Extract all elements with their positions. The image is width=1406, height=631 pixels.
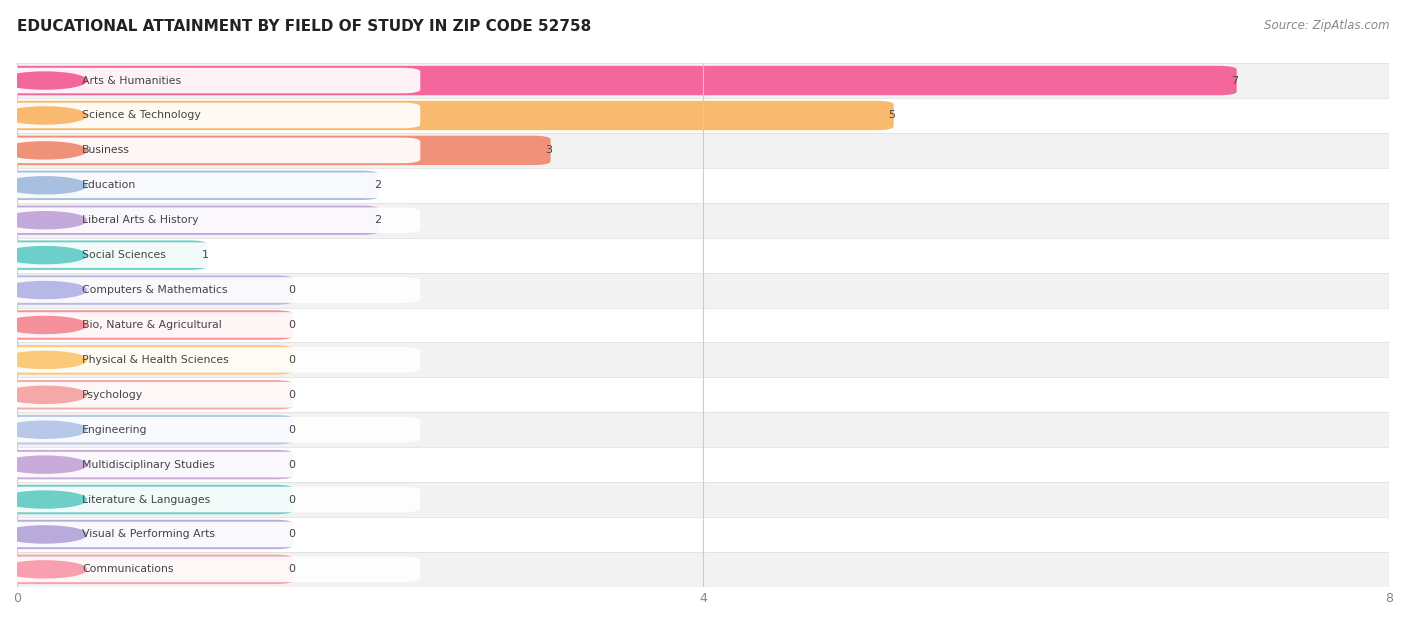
- Text: Literature & Languages: Literature & Languages: [83, 495, 211, 505]
- FancyBboxPatch shape: [0, 170, 380, 200]
- Text: 0: 0: [288, 355, 295, 365]
- Text: Engineering: Engineering: [83, 425, 148, 435]
- FancyBboxPatch shape: [4, 557, 420, 582]
- Bar: [17, 238, 1389, 273]
- FancyBboxPatch shape: [4, 452, 420, 478]
- Bar: [17, 377, 1389, 412]
- Text: Communications: Communications: [83, 564, 174, 574]
- FancyBboxPatch shape: [4, 522, 420, 547]
- Circle shape: [3, 491, 87, 508]
- Text: 0: 0: [288, 495, 295, 505]
- Bar: [17, 63, 1389, 98]
- FancyBboxPatch shape: [4, 172, 420, 198]
- Text: 2: 2: [374, 215, 381, 225]
- Text: Multidisciplinary Studies: Multidisciplinary Studies: [83, 459, 215, 469]
- Circle shape: [3, 107, 87, 124]
- Bar: [17, 307, 1389, 343]
- Circle shape: [3, 421, 87, 439]
- Text: 0: 0: [288, 320, 295, 330]
- Circle shape: [3, 561, 87, 578]
- Text: Computers & Mathematics: Computers & Mathematics: [83, 285, 228, 295]
- FancyBboxPatch shape: [4, 242, 420, 268]
- FancyBboxPatch shape: [0, 450, 294, 480]
- FancyBboxPatch shape: [0, 240, 208, 270]
- Text: Liberal Arts & History: Liberal Arts & History: [83, 215, 198, 225]
- Text: Science & Technology: Science & Technology: [83, 110, 201, 121]
- Text: Bio, Nature & Agricultural: Bio, Nature & Agricultural: [83, 320, 222, 330]
- FancyBboxPatch shape: [0, 555, 294, 584]
- FancyBboxPatch shape: [4, 138, 420, 163]
- Text: 0: 0: [288, 285, 295, 295]
- Text: Arts & Humanities: Arts & Humanities: [83, 76, 181, 86]
- FancyBboxPatch shape: [0, 66, 1237, 95]
- Text: 7: 7: [1232, 76, 1239, 86]
- Text: 3: 3: [546, 145, 553, 155]
- Circle shape: [3, 211, 87, 229]
- Text: Education: Education: [83, 180, 136, 191]
- Text: Social Sciences: Social Sciences: [83, 250, 166, 260]
- Text: Business: Business: [83, 145, 131, 155]
- FancyBboxPatch shape: [0, 520, 294, 549]
- Circle shape: [3, 351, 87, 369]
- FancyBboxPatch shape: [0, 136, 551, 165]
- FancyBboxPatch shape: [0, 485, 294, 514]
- Text: EDUCATIONAL ATTAINMENT BY FIELD OF STUDY IN ZIP CODE 52758: EDUCATIONAL ATTAINMENT BY FIELD OF STUDY…: [17, 19, 591, 34]
- Text: Visual & Performing Arts: Visual & Performing Arts: [83, 529, 215, 540]
- FancyBboxPatch shape: [0, 310, 294, 339]
- Text: 0: 0: [288, 529, 295, 540]
- FancyBboxPatch shape: [4, 417, 420, 442]
- FancyBboxPatch shape: [0, 345, 294, 375]
- FancyBboxPatch shape: [4, 382, 420, 408]
- Circle shape: [3, 281, 87, 298]
- Circle shape: [3, 247, 87, 264]
- Circle shape: [3, 386, 87, 403]
- FancyBboxPatch shape: [0, 206, 380, 235]
- Circle shape: [3, 177, 87, 194]
- Text: Source: ZipAtlas.com: Source: ZipAtlas.com: [1264, 19, 1389, 32]
- Text: Psychology: Psychology: [83, 390, 143, 400]
- FancyBboxPatch shape: [4, 487, 420, 512]
- Circle shape: [3, 456, 87, 473]
- Bar: [17, 552, 1389, 587]
- Text: 0: 0: [288, 390, 295, 400]
- Bar: [17, 412, 1389, 447]
- Circle shape: [3, 316, 87, 334]
- Text: 5: 5: [889, 110, 896, 121]
- Bar: [17, 482, 1389, 517]
- Text: Physical & Health Sciences: Physical & Health Sciences: [83, 355, 229, 365]
- Bar: [17, 133, 1389, 168]
- FancyBboxPatch shape: [0, 415, 294, 444]
- Bar: [17, 98, 1389, 133]
- FancyBboxPatch shape: [0, 101, 894, 130]
- Circle shape: [3, 142, 87, 159]
- FancyBboxPatch shape: [4, 68, 420, 93]
- Bar: [17, 168, 1389, 203]
- Bar: [17, 273, 1389, 307]
- Text: 0: 0: [288, 564, 295, 574]
- FancyBboxPatch shape: [0, 275, 294, 305]
- FancyBboxPatch shape: [0, 380, 294, 410]
- Bar: [17, 447, 1389, 482]
- Circle shape: [3, 72, 87, 89]
- Bar: [17, 517, 1389, 552]
- FancyBboxPatch shape: [4, 208, 420, 233]
- FancyBboxPatch shape: [4, 347, 420, 373]
- Bar: [17, 203, 1389, 238]
- Bar: [17, 343, 1389, 377]
- FancyBboxPatch shape: [4, 103, 420, 128]
- Text: 2: 2: [374, 180, 381, 191]
- Circle shape: [3, 526, 87, 543]
- FancyBboxPatch shape: [4, 312, 420, 338]
- Text: 0: 0: [288, 459, 295, 469]
- Text: 0: 0: [288, 425, 295, 435]
- Text: 1: 1: [202, 250, 209, 260]
- FancyBboxPatch shape: [4, 277, 420, 303]
